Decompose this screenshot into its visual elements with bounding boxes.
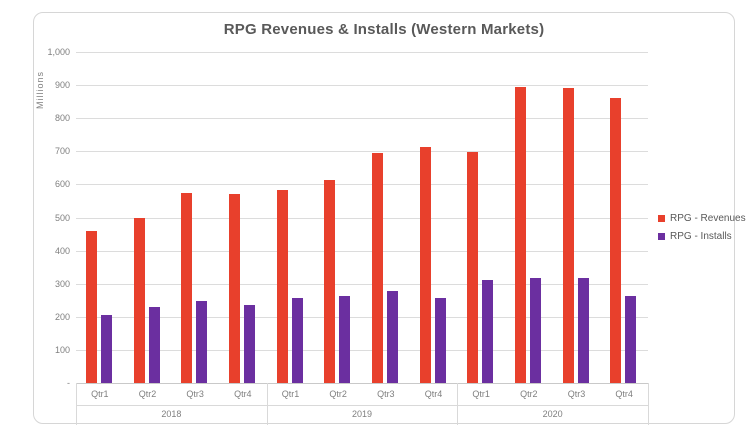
bar-revenues [229,193,240,383]
x-tick-label: Qtr3 [186,389,204,399]
gridline [76,283,648,285]
axis-group-separator [648,383,649,425]
gridline [76,217,648,219]
bar-revenues [86,230,97,383]
bar-revenues [372,152,383,383]
gridline [76,184,648,186]
x-tick-label: Qtr3 [377,389,395,399]
bar-installs [244,305,255,383]
bar-revenues [467,151,479,383]
gridline [76,85,648,87]
gridline [76,52,648,53]
y-tick-label: - [67,378,70,388]
y-tick-label: 900 [54,80,70,91]
year-group-label: 2018 [161,409,182,419]
gridline [76,151,648,153]
legend-item: RPG - Installs [658,231,746,242]
bar-installs [101,315,112,383]
axis-band-divider [76,405,648,406]
x-tick-label: Qtr1 [472,389,490,399]
x-tick-label: Qtr4 [615,389,633,399]
x-tick-label: Qtr4 [234,389,252,399]
y-tick-label: 600 [54,179,70,190]
bar-installs [339,296,351,383]
bar-revenues [515,86,526,383]
y-tick-label: 500 [54,212,70,223]
legend-swatch-icon [658,233,665,240]
x-tick-label: Qtr3 [567,389,586,399]
bar-revenues [276,190,288,383]
bar-installs [530,278,541,383]
y-tick-label: 1,000 [47,47,70,57]
bar-installs [482,280,494,383]
plot-area [76,52,648,384]
bar-installs [577,278,589,383]
bar-revenues [181,192,193,383]
bar-revenues [133,217,145,383]
gridline [76,316,648,318]
x-tick-label: Qtr1 [281,389,300,399]
bar-installs [387,290,398,383]
legend-swatch-icon [658,215,665,222]
y-tick-label: 400 [54,245,70,256]
year-group-label: 2019 [351,409,372,419]
bar-installs [625,296,637,383]
legend: RPG - Revenues RPG - Installs [658,213,746,249]
gridline [76,349,648,351]
legend-label: RPG - Revenues [670,213,746,224]
bar-installs [291,297,303,383]
x-tick-label: Qtr1 [91,389,109,399]
y-tick-label: 700 [54,146,70,157]
legend-label: RPG - Installs [670,231,732,242]
chart-frame: RPG Revenues & Installs (Western Markets… [33,12,746,425]
x-tick-label: Qtr2 [329,389,347,399]
bar-installs [196,301,208,383]
y-tick-label: 800 [54,113,70,124]
legend-item: RPG - Revenues [658,213,746,224]
bar-installs [434,297,446,383]
y-tick-label: 300 [54,278,70,289]
bar-installs [148,306,160,383]
year-group-label: 2020 [542,409,563,419]
x-tick-label: Qtr4 [424,389,443,399]
bar-revenues [610,97,622,383]
x-axis-band: Qtr1 Qtr2 Qtr3 Qtr4 Qtr1 Qtr2 Qtr3 Qtr4 Qtr1 Qtr2… [76,383,649,425]
x-tick-label: Qtr2 [138,389,157,399]
axis-group-separator [76,383,77,425]
bar-revenues [324,180,336,383]
y-tick-label: 100 [54,344,70,355]
bar-revenues [562,88,574,383]
gridline [76,118,648,120]
x-axis-line [76,383,648,384]
x-tick-label: Qtr2 [520,389,538,399]
chart-title: RPG Revenues & Installs (Western Markets… [223,21,545,38]
gridline [76,250,648,252]
axis-group-separator [457,383,459,425]
axis-group-separator [266,383,268,425]
bar-revenues [419,147,431,383]
y-tick-label: 200 [54,311,70,322]
